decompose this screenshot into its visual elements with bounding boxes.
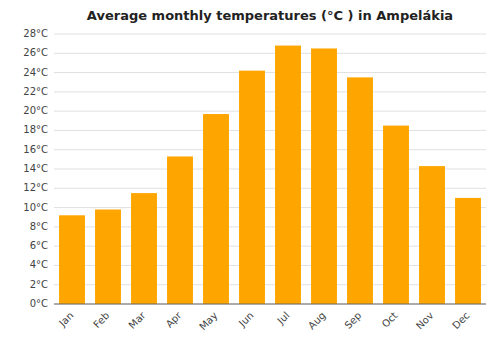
chart-title: Average monthly temperatures (°C ) in Am… <box>87 8 453 23</box>
y-tick-label: 24°C <box>23 67 48 78</box>
grid-line <box>54 304 486 305</box>
grid-line <box>54 53 486 54</box>
x-tick-label: Jan <box>56 310 75 329</box>
grid-line <box>54 130 486 131</box>
y-tick-label: 22°C <box>23 86 48 97</box>
chart-container: Average monthly temperatures (°C ) in Am… <box>0 0 500 350</box>
bar <box>419 166 445 304</box>
grid-line <box>54 91 486 92</box>
x-tick-label: Jun <box>236 310 256 330</box>
bar <box>167 156 193 304</box>
x-tick-label: Feb <box>91 310 111 330</box>
y-tick-label: 16°C <box>23 144 48 155</box>
x-tick-label: May <box>197 310 219 332</box>
x-tick-label: Mar <box>126 309 148 331</box>
y-tick-label: 6°C <box>30 240 48 251</box>
y-tick-label: 28°C <box>23 28 48 39</box>
x-tick-label: Jul <box>275 310 292 327</box>
y-tick-label: 4°C <box>30 259 48 270</box>
x-axis: Jan Feb Mar Apr May Jun Jul Aug Sep Oct Nov Dec <box>54 304 486 332</box>
x-tick-label: Apr <box>164 309 185 330</box>
bar <box>383 126 409 304</box>
y-tick-label: 18°C <box>23 124 48 135</box>
y-tick-label: 8°C <box>30 221 48 232</box>
y-tick-label: 2°C <box>30 279 48 290</box>
y-tick-label: 12°C <box>23 182 48 193</box>
x-tick-label: Nov <box>414 310 436 332</box>
bar <box>203 114 229 304</box>
bar <box>95 210 121 305</box>
grid-line <box>54 149 486 150</box>
bar <box>455 198 481 304</box>
bar <box>131 193 157 304</box>
bar <box>239 71 265 304</box>
y-tick-label: 14°C <box>23 163 48 174</box>
x-tick-label: Oct <box>380 310 400 330</box>
bar <box>275 46 301 304</box>
bar <box>59 215 85 304</box>
grid-line <box>54 111 486 112</box>
bars <box>59 46 481 304</box>
y-tick-label: 20°C <box>23 105 48 116</box>
grid-line <box>54 72 486 73</box>
grid-line <box>54 34 486 35</box>
y-axis: 0°C 2°C 4°C 6°C 8°C 10°C 12°C 14°C 16°C 18°C 20°C 2… <box>23 28 48 309</box>
x-axis-line <box>54 304 486 305</box>
y-tick-label: 0°C <box>30 298 48 309</box>
y-grid <box>54 34 486 304</box>
x-tick-label: Sep <box>342 310 363 331</box>
bar <box>311 48 337 304</box>
x-tick-label: Dec <box>450 310 471 331</box>
y-tick-label: 26°C <box>23 47 48 58</box>
x-tick-label: Aug <box>306 310 328 332</box>
bar <box>347 77 373 304</box>
chart-svg: Average monthly temperatures (°C ) in Am… <box>0 0 500 350</box>
y-tick-label: 10°C <box>23 202 48 213</box>
